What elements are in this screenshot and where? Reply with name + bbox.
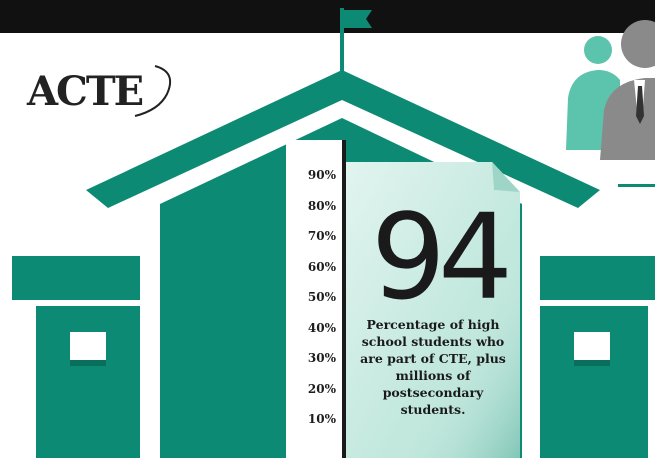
scale-label: 60%: [307, 259, 336, 274]
scale-label: 80%: [307, 198, 336, 213]
top-bar: [0, 0, 655, 33]
scale-label: 40%: [307, 320, 336, 335]
stat-card: [346, 162, 520, 458]
percentage-scale: [286, 140, 352, 458]
scale-label: 10%: [307, 412, 336, 426]
scale-label: 30%: [307, 351, 336, 365]
scale-label: 50%: [307, 290, 336, 304]
scale-label: 90%: [307, 168, 336, 182]
flag-icon: [340, 8, 372, 74]
people-icon: [566, 20, 655, 187]
stat-number: 94: [370, 188, 513, 326]
scale-label: 20%: [307, 381, 336, 396]
logo-swoosh: [134, 65, 171, 117]
acte-logo: ACTE: [27, 62, 197, 122]
scale-label: 70%: [307, 229, 336, 243]
stat-caption: Percentage of high school students who a…: [360, 317, 506, 417]
logo-text: ACTE: [27, 68, 144, 115]
